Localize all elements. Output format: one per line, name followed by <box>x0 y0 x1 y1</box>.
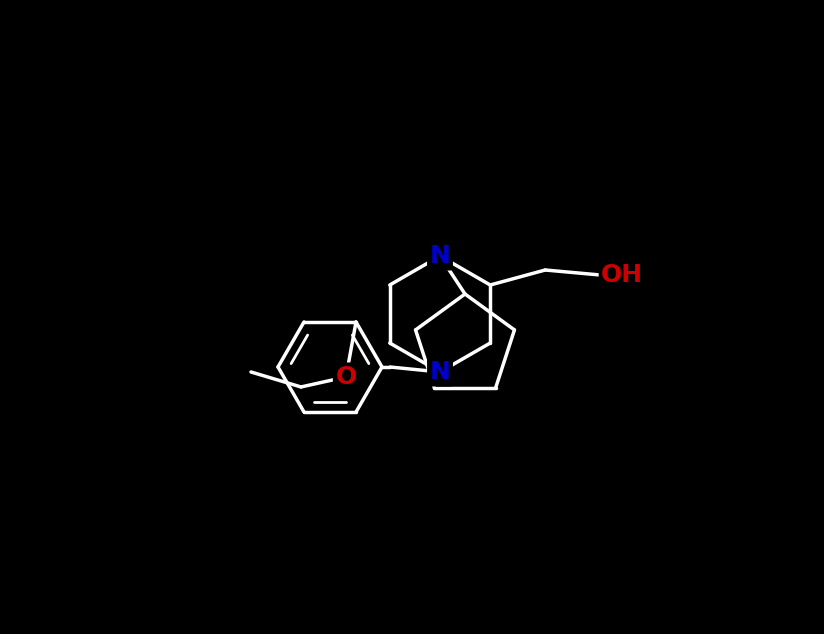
Text: OH: OH <box>602 263 644 287</box>
Text: O: O <box>335 365 357 389</box>
Text: N: N <box>429 360 451 384</box>
Text: N: N <box>429 244 451 268</box>
